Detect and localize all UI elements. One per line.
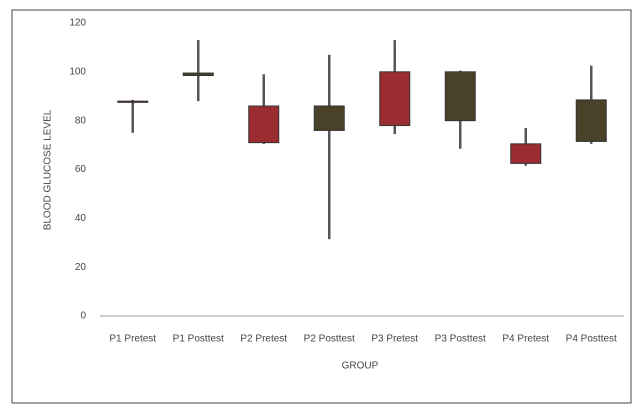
y-tick-label: 60 xyxy=(75,164,87,175)
x-tick-label: P2 Posttest xyxy=(304,334,355,345)
chart-frame xyxy=(11,9,632,404)
x-tick-label: P4 Pretest xyxy=(502,334,549,345)
x-tick-label: P3 Posttest xyxy=(435,334,486,345)
y-tick-label: 120 xyxy=(69,18,86,29)
x-tick-label: P1 Posttest xyxy=(173,334,224,345)
x-tick-label: P1 Pretest xyxy=(109,334,156,345)
y-tick-label: 20 xyxy=(75,262,87,273)
box xyxy=(182,72,214,76)
x-tick-label: P3 Pretest xyxy=(371,334,418,345)
y-axis-title: BLOOD GLUCOSE LEVEL xyxy=(43,109,54,230)
y-tick-label: 100 xyxy=(69,66,86,77)
x-tick-label: P4 Posttest xyxy=(566,334,617,345)
box xyxy=(379,71,411,127)
x-tick-label: P2 Pretest xyxy=(240,334,287,345)
box xyxy=(444,71,476,122)
y-tick-label: 0 xyxy=(80,311,86,322)
box xyxy=(117,100,149,103)
x-axis-title: GROUP xyxy=(342,361,379,372)
box xyxy=(575,99,607,142)
y-tick-label: 40 xyxy=(75,213,87,224)
y-tick-label: 80 xyxy=(75,115,87,126)
box xyxy=(313,105,345,131)
box xyxy=(510,143,542,164)
box xyxy=(248,105,280,144)
